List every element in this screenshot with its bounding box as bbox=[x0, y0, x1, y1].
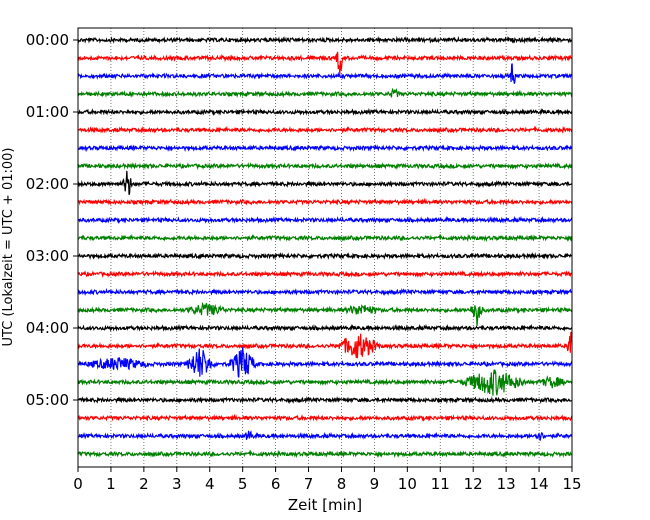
trace-line bbox=[77, 252, 573, 261]
trace-line bbox=[77, 413, 573, 422]
x-tick-label: 14 bbox=[530, 475, 549, 493]
x-tick-label: 7 bbox=[304, 475, 314, 493]
y-tick-label: 03:00 bbox=[26, 247, 69, 265]
trace-line bbox=[77, 287, 573, 297]
trace-line bbox=[77, 301, 573, 327]
trace-line bbox=[77, 197, 573, 207]
x-tick-label: 6 bbox=[271, 475, 281, 493]
trace-line bbox=[77, 35, 573, 45]
x-tick-label: 2 bbox=[139, 475, 149, 493]
x-tick-label: 13 bbox=[497, 475, 516, 493]
x-tick-label: 15 bbox=[562, 475, 581, 493]
x-tick-label: 9 bbox=[370, 475, 380, 493]
y-tick-label: 02:00 bbox=[26, 175, 69, 193]
trace-line bbox=[77, 63, 573, 84]
trace-line bbox=[77, 87, 573, 99]
trace-line bbox=[77, 125, 573, 134]
x-tick-label: 4 bbox=[205, 475, 215, 493]
trace-line bbox=[77, 233, 573, 242]
y-tick-label: 01:00 bbox=[26, 103, 69, 121]
x-tick-label: 5 bbox=[238, 475, 248, 493]
trace-line bbox=[77, 144, 573, 153]
x-axis-ticks: 0 1 2 3 4 5 6 7 8 9 10 11 12 13 14 15 bbox=[73, 467, 582, 493]
x-tick-label: 3 bbox=[172, 475, 182, 493]
x-tick-label: 10 bbox=[398, 475, 417, 493]
y-tick-label: 00:00 bbox=[26, 31, 69, 49]
trace-line bbox=[77, 215, 573, 224]
trace-line bbox=[77, 170, 573, 195]
y-axis-label: UTC (Lokalzeit = UTC + 01:00) bbox=[1, 148, 16, 347]
trace-line bbox=[77, 162, 573, 171]
x-tick-label: 0 bbox=[73, 475, 83, 493]
trace-line bbox=[77, 430, 573, 441]
x-axis-label: Zeit [min] bbox=[288, 496, 362, 514]
trace-line bbox=[77, 331, 573, 359]
trace-line bbox=[77, 368, 573, 396]
trace-line bbox=[77, 107, 573, 116]
trace-line bbox=[77, 51, 573, 75]
trace-line bbox=[77, 395, 573, 405]
x-tick-label: 12 bbox=[464, 475, 483, 493]
plot-frame bbox=[77, 27, 573, 468]
y-tick-label: 04:00 bbox=[26, 319, 69, 337]
x-tick-label: 1 bbox=[106, 475, 116, 493]
y-tick-label: 05:00 bbox=[26, 391, 69, 409]
seismic-traces bbox=[77, 35, 573, 458]
x-tick-label: 8 bbox=[337, 475, 347, 493]
x-tick-label: 11 bbox=[431, 475, 450, 493]
trace-line bbox=[77, 269, 573, 279]
trace-line bbox=[77, 449, 573, 458]
y-axis-ticks: 00:00 01:00 02:00 03:00 04:00 05:00 bbox=[26, 31, 78, 409]
grid-lines bbox=[110, 28, 540, 467]
trace-line bbox=[77, 323, 573, 332]
trace-line bbox=[77, 347, 573, 378]
